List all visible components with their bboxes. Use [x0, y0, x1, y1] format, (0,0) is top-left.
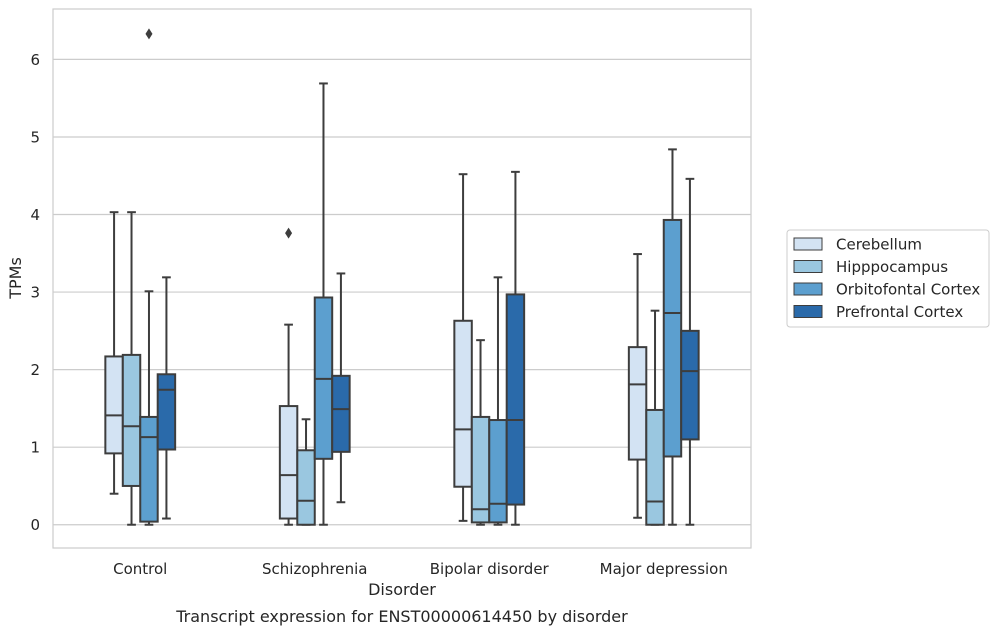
x-tick-labels: Control Schizophrenia Bipolar disorder Majo… — [113, 560, 728, 578]
y-tick-label-3: 3 — [30, 284, 40, 302]
legend-item-hipppocampus-swatch — [793, 260, 823, 273]
legend-item-prefrontal-cortex-label: Prefrontal Cortex — [836, 303, 963, 321]
box-schizophrenia-cerebellum — [278, 227, 299, 526]
box-major-depression-hipppocampus-iqr — [645, 408, 665, 526]
box-bipolar-disorder-hipppocampus-iqr — [470, 415, 491, 524]
legend-item-orbitofontal-cortex-swatch — [793, 282, 823, 296]
box-major-depression-hipppocampus — [645, 309, 665, 526]
box-control-hipppocampus-iqr — [121, 353, 142, 487]
legend-item-hipppocampus: Hipppocampus — [793, 258, 948, 276]
legend-frame — [786, 229, 990, 328]
y-tick-label-5: 5 — [30, 128, 40, 146]
legend-item-prefrontal-cortex: Prefrontal Cortex — [793, 303, 963, 321]
box-major-depression-cerebellum-iqr — [627, 346, 648, 461]
box-major-depression-orbitofontal-cortex-iqr — [662, 218, 683, 458]
legend-item-orbitofontal-cortex-label: Orbitofontal Cortex — [836, 281, 980, 299]
chart-caption: Transcript expression for ENST0000061445… — [175, 607, 628, 626]
x-axis-label: Disorder — [368, 580, 436, 599]
box-bipolar-disorder-cerebellum-iqr — [453, 319, 473, 488]
y-tick-label-1: 1 — [30, 439, 40, 457]
y-tick-label-0: 0 — [30, 516, 40, 534]
legend-item-hipppocampus-label: Hipppocampus — [836, 258, 948, 276]
x-tick-label-bipolar-disorder: Bipolar disorder — [430, 560, 550, 578]
box-control-cerebellum — [104, 211, 124, 495]
box-series — [104, 28, 700, 526]
box-control-prefrontal-cortex — [156, 276, 177, 520]
box-schizophrenia-hipppocampus-iqr — [296, 449, 316, 526]
y-tick-labels: 0 1 2 3 4 5 6 — [30, 51, 40, 534]
box-control-cerebellum-iqr — [104, 355, 124, 455]
box-control-orbitofontal-cortex-outlier-0 — [145, 28, 153, 40]
box-schizophrenia-cerebellum-outlier-0 — [285, 227, 293, 239]
box-major-depression-cerebellum — [627, 253, 648, 519]
legend-item-cerebellum-label: Cerebellum — [836, 236, 922, 254]
box-bipolar-disorder-orbitofontal-cortex — [488, 276, 508, 526]
box-bipolar-disorder-prefrontal-cortex-iqr — [505, 293, 526, 506]
box-schizophrenia-hipppocampus — [296, 418, 316, 526]
box-schizophrenia-orbitofontal-cortex — [313, 82, 334, 526]
box-major-depression-prefrontal-cortex-iqr — [680, 329, 700, 441]
box-schizophrenia-prefrontal-cortex — [331, 272, 351, 504]
box-bipolar-disorder-prefrontal-cortex — [505, 170, 526, 526]
box-schizophrenia-cerebellum-iqr — [278, 405, 299, 520]
plot-frame — [52, 8, 752, 549]
legend-item-cerebellum-swatch — [793, 237, 823, 251]
legend-item-cerebellum: Cerebellum — [793, 236, 922, 254]
x-tick-label-major-depression: Major depression — [600, 560, 728, 578]
y-tick-label-4: 4 — [30, 206, 40, 224]
y-axis-label: TPMs — [6, 257, 25, 300]
x-tick-label-schizophrenia: Schizophrenia — [262, 560, 367, 578]
legend-item-prefrontal-cortex-swatch — [793, 305, 823, 318]
y-tick-label-6: 6 — [30, 51, 40, 69]
box-control-prefrontal-cortex-iqr — [156, 373, 177, 451]
box-major-depression-prefrontal-cortex — [680, 177, 700, 526]
box-bipolar-disorder-cerebellum — [453, 173, 473, 522]
box-schizophrenia-prefrontal-cortex-iqr — [331, 374, 351, 453]
y-tick-label-2: 2 — [30, 361, 40, 379]
x-tick-label-control: Control — [113, 560, 167, 578]
box-bipolar-disorder-orbitofontal-cortex-iqr — [488, 419, 508, 524]
box-control-orbitofontal-cortex-iqr — [139, 415, 159, 523]
legend-item-orbitofontal-cortex: Orbitofontal Cortex — [793, 281, 980, 299]
box-control-orbitofontal-cortex — [139, 28, 159, 526]
legend: Cerebellum Hipppocampus Orbitofontal Corte… — [786, 229, 990, 328]
